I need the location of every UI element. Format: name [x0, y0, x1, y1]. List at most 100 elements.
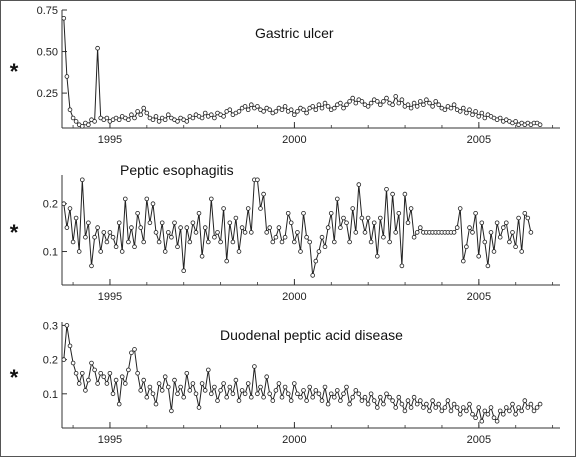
data-point	[129, 350, 134, 356]
data-point	[476, 405, 482, 410]
data-point	[116, 220, 122, 226]
data-point	[86, 122, 91, 127]
data-point	[153, 114, 159, 119]
panel-title: Gastric ulcer	[255, 25, 334, 41]
data-point	[144, 394, 150, 400]
data-point	[390, 398, 395, 403]
data-point	[310, 273, 316, 278]
data-point	[282, 234, 288, 240]
data-point	[439, 408, 445, 414]
data-point	[116, 401, 122, 407]
data-point	[61, 201, 67, 207]
data-point	[503, 220, 509, 226]
data-point	[387, 239, 392, 245]
data-point	[316, 102, 322, 107]
data-point	[433, 405, 439, 410]
data-point	[500, 411, 506, 417]
data-point	[396, 211, 402, 216]
data-point	[61, 357, 67, 362]
data-point	[393, 405, 399, 410]
data-point	[298, 249, 303, 254]
data-point	[387, 394, 392, 400]
panel-2: 1995 2000 2005 0.1 0.2 Peptic esophagitis *	[10, 162, 560, 303]
data-point	[381, 234, 386, 240]
data-point	[110, 391, 116, 397]
data-point	[150, 117, 156, 122]
data-point	[353, 230, 359, 235]
data-point	[184, 370, 190, 376]
data-point	[70, 239, 76, 245]
x-tick-label: 2005	[467, 291, 491, 303]
data-point	[467, 225, 472, 230]
data-point	[313, 107, 319, 112]
data-point	[479, 110, 485, 116]
data-point	[424, 401, 429, 407]
data-point	[470, 112, 475, 117]
data-point	[519, 408, 524, 414]
data-point	[273, 109, 279, 114]
data-point	[252, 364, 257, 369]
y-tick-label: 0.25	[37, 88, 58, 100]
data-point	[491, 249, 497, 254]
data-point	[190, 115, 196, 121]
data-point	[196, 211, 202, 216]
data-point	[464, 244, 469, 250]
data-point	[276, 381, 282, 386]
data-point	[150, 391, 156, 397]
data-point	[221, 114, 226, 119]
x-tick-label: 1995	[98, 434, 122, 446]
data-point	[381, 99, 386, 104]
data-point	[534, 405, 540, 410]
data-point	[537, 122, 543, 127]
data-point	[190, 381, 196, 386]
data-point	[298, 394, 303, 400]
data-point	[239, 388, 245, 393]
data-point	[519, 249, 524, 254]
data-point	[270, 239, 276, 245]
data-point	[390, 191, 395, 197]
data-point	[264, 374, 270, 380]
data-point	[399, 401, 405, 407]
data-point	[73, 370, 79, 376]
data-point	[282, 104, 288, 109]
data-point	[267, 107, 273, 112]
data-point	[531, 408, 537, 414]
data-point	[405, 102, 411, 107]
data-point	[276, 225, 282, 230]
data-point	[319, 234, 325, 240]
y-tick-label: 0.1	[43, 247, 58, 259]
data-point	[414, 104, 420, 109]
data-point	[464, 110, 469, 116]
data-point	[408, 105, 414, 111]
x-tick-label: 2005	[467, 134, 491, 146]
data-point	[224, 394, 230, 400]
data-point	[307, 384, 313, 390]
data-point	[371, 220, 377, 226]
data-point	[399, 97, 405, 102]
data-point	[436, 401, 442, 407]
data-point	[368, 239, 374, 245]
data-point	[510, 230, 515, 235]
data-point	[310, 104, 316, 109]
data-point	[288, 220, 294, 226]
data-point	[304, 234, 309, 240]
data-point	[291, 381, 297, 386]
data-point	[187, 388, 193, 393]
data-point	[212, 115, 217, 121]
data-point	[175, 391, 180, 397]
data-point	[396, 100, 402, 106]
data-point	[488, 230, 494, 235]
data-point	[181, 268, 187, 274]
data-point	[92, 234, 97, 240]
data-point	[76, 249, 82, 254]
data-point	[98, 249, 103, 254]
data-point	[245, 107, 251, 112]
data-point	[242, 391, 248, 397]
data-point	[95, 225, 100, 230]
data-point	[80, 177, 85, 183]
data-point	[319, 105, 325, 111]
data-point	[353, 388, 359, 393]
data-point	[344, 384, 349, 390]
data-point	[295, 230, 300, 235]
data-point	[236, 249, 242, 254]
